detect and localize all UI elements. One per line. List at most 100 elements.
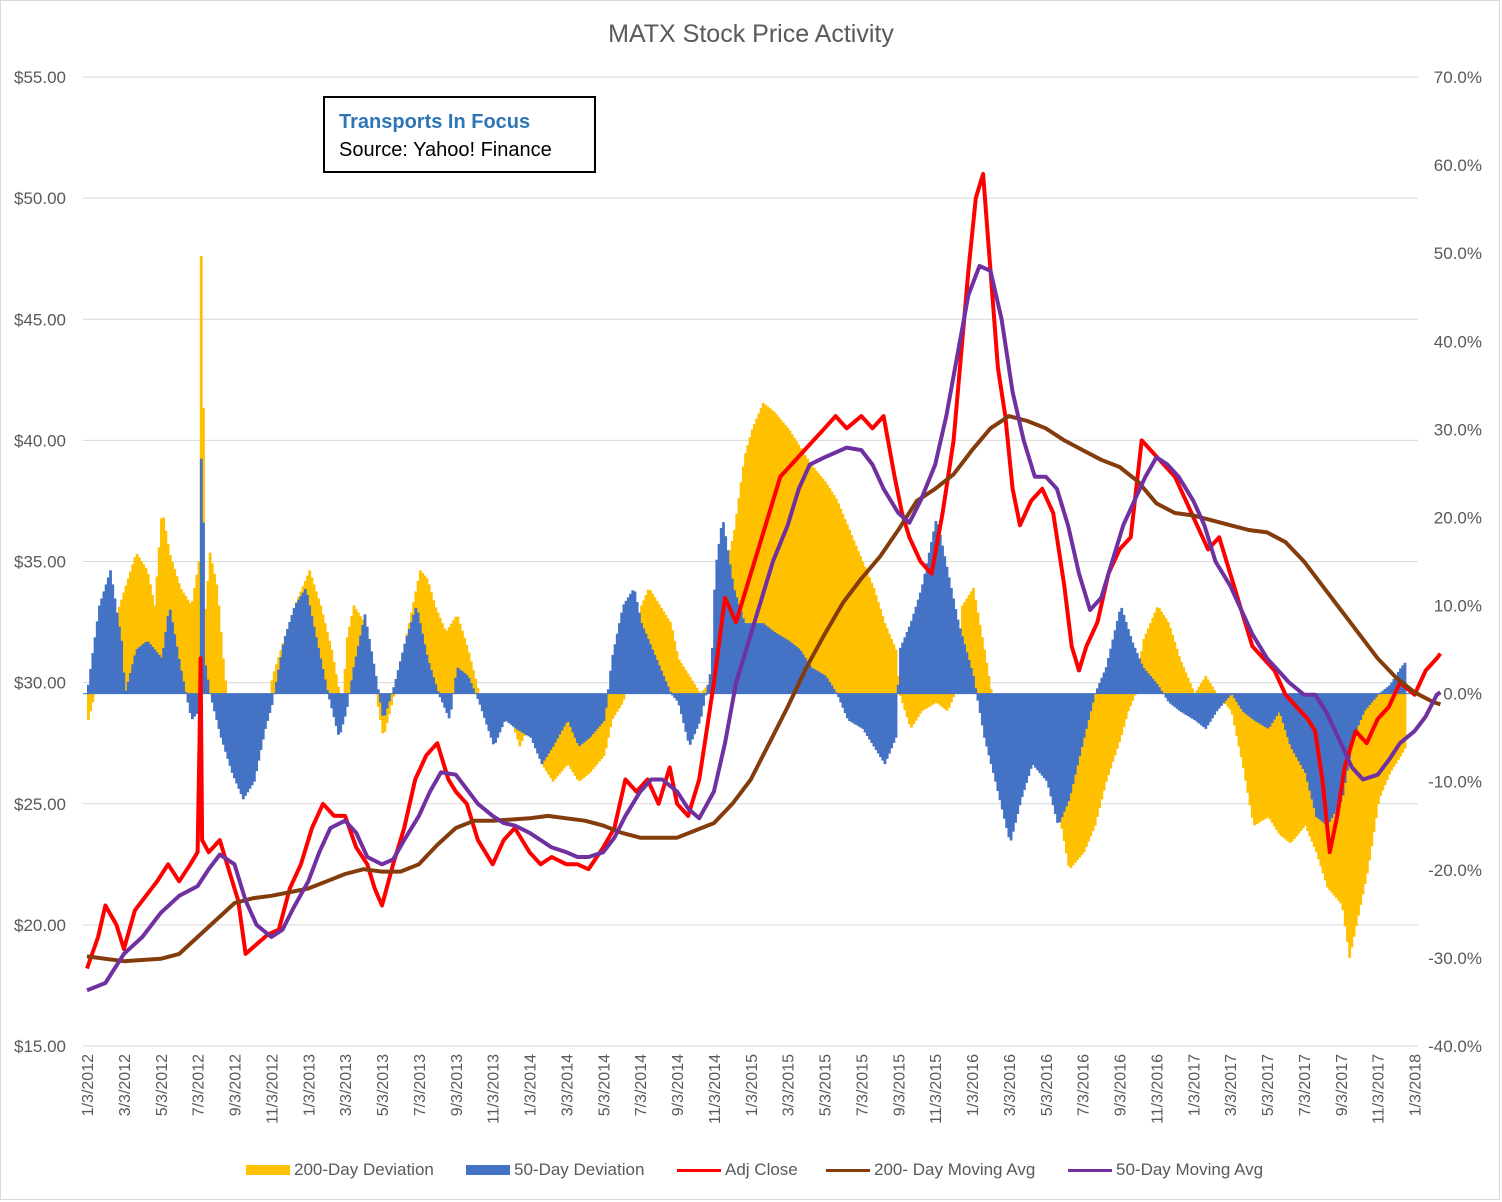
- deviation-bar: [1104, 693, 1108, 782]
- deviation-bar: [1213, 690, 1217, 694]
- deviation-bar: [1087, 693, 1090, 721]
- deviation-bar: [1140, 663, 1144, 694]
- deviation-bar: [379, 693, 382, 721]
- deviation-bar: [668, 691, 672, 694]
- deviation-bar: [363, 614, 367, 694]
- deviation-bar: [1149, 676, 1152, 694]
- deviation-bar: [662, 676, 666, 694]
- deviation-bar: [876, 602, 880, 694]
- deviation-bar: [1350, 693, 1354, 746]
- deviation-bar: [1403, 662, 1407, 694]
- deviation-bar: [1118, 693, 1121, 743]
- deviation-bar: [177, 583, 181, 694]
- deviation-bar: [618, 693, 621, 709]
- deviation-bar: [476, 693, 480, 699]
- deviation-bar: [1275, 693, 1279, 830]
- deviation-bar: [195, 693, 199, 714]
- deviation-bar: [613, 693, 617, 716]
- deviation-bar: [854, 693, 858, 725]
- deviation-bar: [916, 599, 920, 694]
- deviation-bar: [175, 576, 179, 694]
- deviation-bar: [1255, 693, 1259, 722]
- y-right-tick-label: 10.0%: [1434, 597, 1482, 616]
- deviation-bar: [850, 535, 854, 694]
- deviation-bar: [644, 633, 648, 694]
- deviation-bar: [1208, 683, 1212, 694]
- deviation-bar: [704, 687, 708, 694]
- deviation-bar: [1392, 693, 1396, 768]
- deviation-bar: [567, 693, 570, 766]
- deviation-bar: [1120, 693, 1124, 736]
- deviation-bar: [1394, 675, 1398, 694]
- deviation-bar: [795, 646, 798, 694]
- deviation-bar: [768, 628, 772, 694]
- deviation-bar: [173, 634, 177, 694]
- deviation-bar: [812, 668, 816, 694]
- deviation-bar: [1011, 693, 1015, 832]
- deviation-bar: [1273, 693, 1276, 720]
- deviation-bar: [549, 693, 553, 751]
- deviation-bar: [598, 693, 601, 762]
- deviation-bar: [520, 693, 524, 733]
- deviation-bar: [334, 674, 338, 694]
- deviation-bar: [801, 451, 805, 694]
- deviation-bar: [1215, 693, 1219, 712]
- deviation-bar: [1390, 693, 1394, 771]
- deviation-bar: [452, 620, 455, 694]
- deviation-bar: [193, 693, 197, 717]
- deviation-bar: [779, 419, 783, 694]
- deviation-bar: [598, 693, 601, 727]
- y-left-tick-label: $30.00: [14, 674, 66, 693]
- deviation-bar: [184, 596, 188, 694]
- deviation-bar: [1182, 693, 1186, 714]
- deviation-bar: [1047, 693, 1051, 788]
- deviation-bar: [1073, 693, 1077, 863]
- deviation-bar: [146, 573, 150, 694]
- deviation-bar: [737, 604, 741, 694]
- deviation-bar: [270, 693, 274, 706]
- deviation-bar: [390, 693, 393, 706]
- deviation-bar: [677, 659, 681, 694]
- deviation-bar: [1042, 693, 1046, 779]
- deviation-bar: [221, 658, 225, 694]
- deviation-bar: [744, 453, 747, 694]
- deviation-bar: [538, 693, 542, 759]
- deviation-bar: [912, 693, 916, 725]
- deviation-bar: [1098, 683, 1102, 694]
- deviation-bar: [1175, 649, 1179, 694]
- deviation-bar: [633, 591, 637, 694]
- deviation-bar: [562, 693, 566, 727]
- deviation-bar: [472, 670, 475, 694]
- deviation-bar: [693, 684, 697, 694]
- y-right-tick-label: 20.0%: [1434, 508, 1482, 527]
- deviation-bar: [166, 616, 170, 694]
- deviation-bar: [730, 578, 734, 694]
- deviation-bar: [1144, 633, 1148, 694]
- deviation-bar: [1186, 693, 1190, 717]
- deviation-bar: [719, 528, 723, 694]
- deviation-bar: [458, 669, 462, 694]
- deviation-bar: [89, 693, 93, 712]
- deviation-bar: [750, 429, 754, 694]
- deviation-bar: [832, 495, 836, 694]
- deviation-bar: [595, 693, 599, 729]
- deviation-bar: [761, 623, 765, 694]
- deviation-bar: [969, 591, 973, 694]
- deviation-bar: [1049, 693, 1053, 797]
- deviation-bar: [308, 605, 312, 694]
- deviation-bar: [739, 611, 743, 694]
- deviation-bar: [1288, 693, 1292, 745]
- deviation-bar: [1202, 679, 1206, 694]
- deviation-bar: [1226, 693, 1230, 707]
- deviation-bar: [983, 649, 986, 694]
- deviation-bar: [629, 593, 632, 694]
- deviation-bar: [1184, 693, 1188, 715]
- deviation-bar: [1255, 693, 1259, 825]
- x-tick-label: 5/3/2013: [375, 1054, 392, 1116]
- x-tick-label: 9/3/2016: [1113, 1054, 1130, 1116]
- x-tick-label: 9/3/2012: [228, 1054, 245, 1116]
- deviation-bar: [845, 693, 849, 719]
- deviation-bar: [956, 619, 960, 694]
- deviation-bar: [1188, 683, 1192, 694]
- deviation-bar: [1343, 693, 1347, 783]
